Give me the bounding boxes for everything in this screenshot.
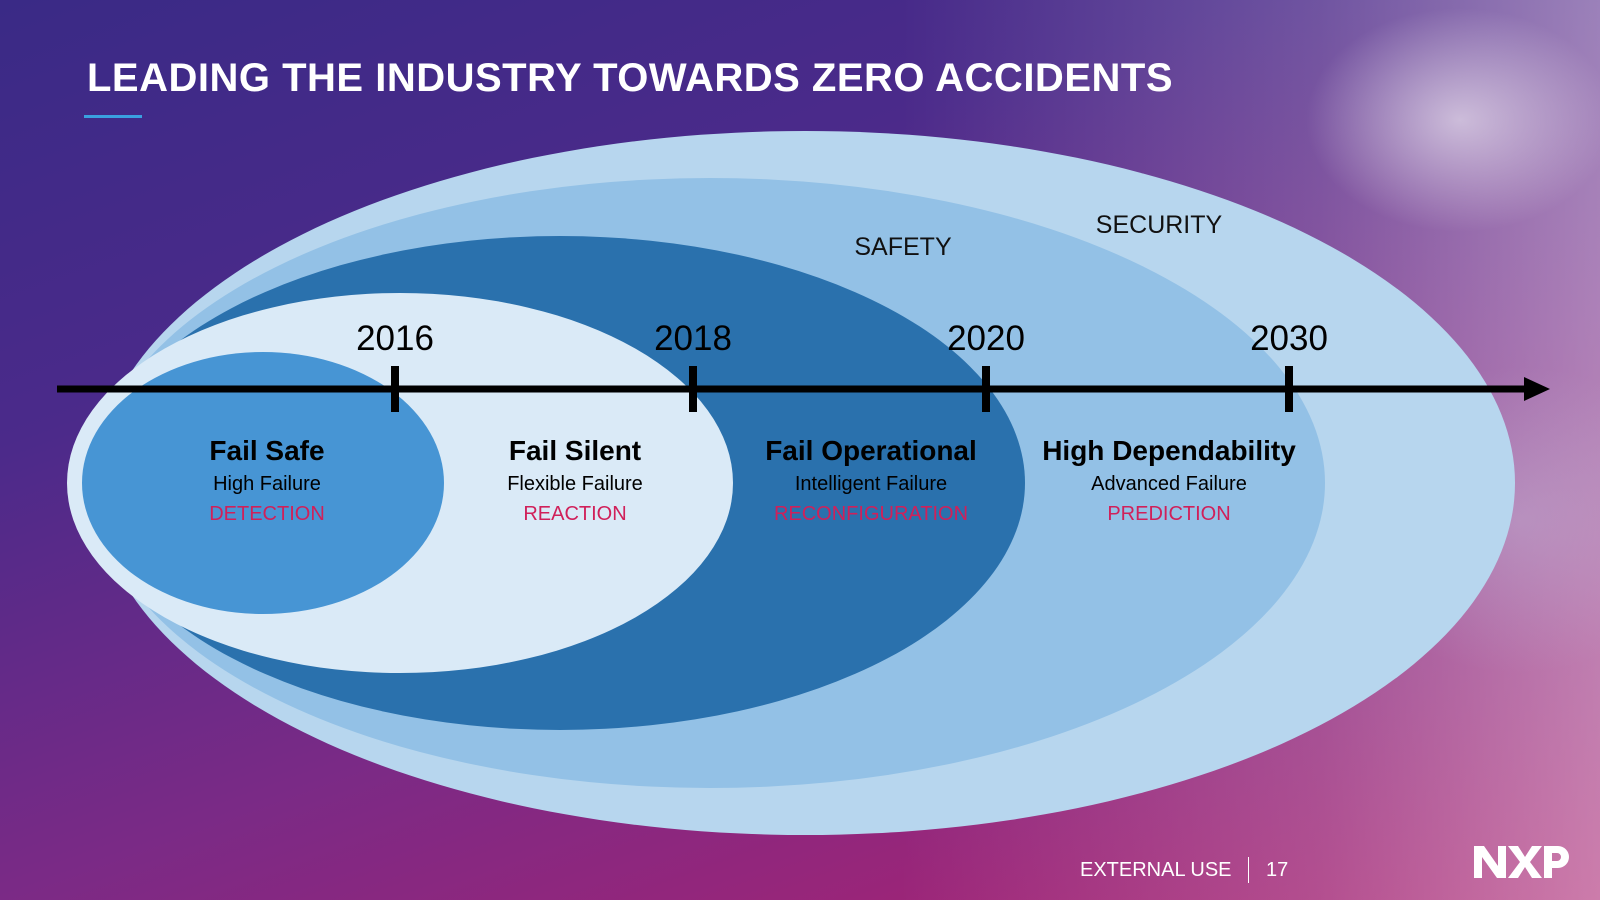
stage-failure: High Failure	[213, 473, 321, 495]
footer-classification: EXTERNAL USE	[1080, 859, 1232, 881]
stage-failure: Advanced Failure	[1091, 473, 1247, 495]
tick-2016	[391, 366, 399, 412]
tick-2020	[982, 366, 990, 412]
stage-name: Fail Silent	[509, 435, 641, 466]
safety-label: SAFETY	[854, 233, 952, 261]
stage-failure: Flexible Failure	[507, 473, 643, 495]
slide-title: LEADING THE INDUSTRY TOWARDS ZERO ACCIDE…	[87, 56, 1173, 100]
stage-mode: DETECTION	[209, 503, 325, 525]
title-underline	[84, 115, 142, 118]
tick-2030	[1285, 366, 1293, 412]
page-number: 17	[1266, 859, 1289, 881]
stage-name: Fail Safe	[209, 435, 324, 466]
stage-mode: REACTION	[523, 503, 626, 525]
timeline-arrowhead	[1524, 377, 1550, 401]
stage-name: High Dependability	[1042, 435, 1296, 466]
nxp-logo	[1474, 846, 1569, 878]
year-label: 2018	[654, 319, 732, 358]
stage-name: Fail Operational	[765, 435, 977, 466]
footer-divider	[1248, 857, 1249, 883]
security-label: SECURITY	[1096, 211, 1223, 239]
stage-mode: PREDICTION	[1107, 503, 1230, 525]
fail-safe-ring	[82, 352, 444, 614]
stage-failure: Intelligent Failure	[795, 473, 947, 495]
stage-mode: RECONFIGURATION	[774, 503, 968, 525]
year-label: 2030	[1250, 319, 1328, 358]
tick-2018	[689, 366, 697, 412]
year-label: 2020	[947, 319, 1025, 358]
year-label: 2016	[356, 319, 434, 358]
